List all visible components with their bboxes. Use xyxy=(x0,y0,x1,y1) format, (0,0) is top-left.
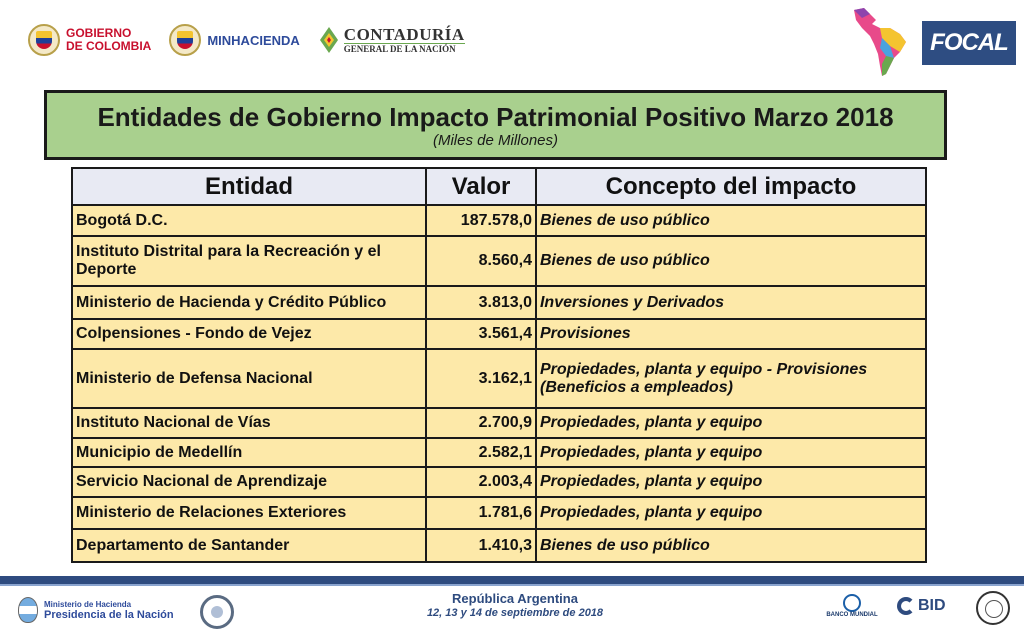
event-place: República Argentina xyxy=(452,591,578,606)
cell-valor: 2.582,1 xyxy=(425,437,537,468)
cell-entidad: Municipio de Medellín xyxy=(70,437,428,468)
cell-concepto: Propiedades, planta y equipo xyxy=(534,496,928,530)
banco-mundial-text: BANCO MUNDIAL xyxy=(826,612,878,618)
minhacienda-seal-icon xyxy=(169,24,202,56)
footer-bar xyxy=(0,576,1024,584)
footer-bar-accent xyxy=(0,584,1024,586)
table-row: Ministerio de Defensa Nacional 3.162,1 P… xyxy=(70,348,928,409)
ministerio-hacienda-logo: Ministerio de Hacienda Presidencia de la… xyxy=(18,597,174,623)
page-title: Entidades de Gobierno Impacto Patrimonia… xyxy=(97,102,894,132)
colombia-seal-icon xyxy=(28,24,60,56)
cell-valor: 1.781,6 xyxy=(425,496,537,530)
table-row: Instituto Nacional de Vías 2.700,9 Propi… xyxy=(70,407,928,439)
globe-icon xyxy=(843,594,861,612)
table-header-row: Entidad Valor Concepto del impacto xyxy=(70,167,928,206)
table-row: Departamento de Santander 1.410,3 Bienes… xyxy=(70,528,928,563)
minhacienda-logo: MINHACIENDA xyxy=(169,24,300,56)
contaduria-icon xyxy=(319,27,338,53)
cell-entidad: Ministerio de Hacienda y Crédito Público xyxy=(70,285,428,320)
cell-entidad: Servicio Nacional de Aprendizaje xyxy=(70,466,428,498)
ministerio-text: Ministerio de Hacienda Presidencia de la… xyxy=(44,600,174,621)
contaduria-logo: CONTADURÍA GENERAL DE LA NACIÓN xyxy=(318,25,465,55)
ministerio-line1: Ministerio de Hacienda xyxy=(44,600,132,609)
cell-entidad: Instituto Nacional de Vías xyxy=(70,407,428,439)
cell-valor: 187.578,0 xyxy=(425,204,537,237)
page-subtitle: (Miles de Millones) xyxy=(432,132,559,149)
gear-emblem-icon xyxy=(200,595,234,629)
header-entidad: Entidad xyxy=(70,167,428,206)
header-valor: Valor xyxy=(425,167,537,206)
contaduria-line2: GENERAL DE LA NACIÓN xyxy=(343,42,465,55)
cell-entidad: Ministerio de Defensa Nacional xyxy=(70,348,428,409)
contaduria-text: CONTADURÍA GENERAL DE LA NACIÓN xyxy=(343,24,465,55)
banco-mundial-logo: BANCO MUNDIAL xyxy=(822,594,882,618)
cell-concepto: Bienes de uso público xyxy=(534,235,928,287)
cell-concepto: Inversiones y Derivados xyxy=(534,285,928,320)
latin-america-map-icon xyxy=(854,8,906,76)
gobierno-colombia-logo: GOBIERNO DE COLOMBIA xyxy=(28,24,151,56)
table-row: Bogotá D.C. 187.578,0 Bienes de uso públ… xyxy=(70,204,928,237)
cell-concepto: Propiedades, planta y equipo xyxy=(534,407,928,439)
ministerio-line2: Presidencia de la Nación xyxy=(44,609,174,621)
gobierno-logo-text: GOBIERNO DE COLOMBIA xyxy=(66,27,151,53)
cell-concepto: Propiedades, planta y equipo xyxy=(534,437,928,468)
argentina-seal-icon xyxy=(18,597,38,623)
imf-seal-icon xyxy=(976,591,1010,625)
cell-entidad: Instituto Distrital para la Recreación y… xyxy=(70,235,428,287)
cell-entidad: Colpensiones - Fondo de Vejez xyxy=(70,318,428,350)
gobierno-line1: GOBIERNO xyxy=(66,26,132,40)
cell-valor: 3.561,4 xyxy=(425,318,537,350)
table-row: Municipio de Medellín 2.582,1 Propiedade… xyxy=(70,437,928,468)
table-row: Servicio Nacional de Aprendizaje 2.003,4… xyxy=(70,466,928,498)
title-box: Entidades de Gobierno Impacto Patrimonia… xyxy=(44,90,947,160)
cell-concepto: Bienes de uso público xyxy=(534,204,928,237)
cell-valor: 2.003,4 xyxy=(425,466,537,498)
table-row: Ministerio de Hacienda y Crédito Público… xyxy=(70,285,928,320)
minhacienda-text: MINHACIENDA xyxy=(207,32,300,48)
cell-valor: 1.410,3 xyxy=(425,528,537,563)
cell-valor: 3.813,0 xyxy=(425,285,537,320)
cell-entidad: Bogotá D.C. xyxy=(70,204,428,237)
header-logos: GOBIERNO DE COLOMBIA MINHACIENDA CONTADU… xyxy=(28,24,483,56)
event-dates: 12, 13 y 14 de septiembre de 2018 xyxy=(426,607,604,619)
cell-valor: 8.560,4 xyxy=(425,235,537,287)
contaduria-line1: CONTADURÍA xyxy=(343,24,465,44)
bid-logo: BID xyxy=(897,597,946,615)
table-row: Colpensiones - Fondo de Vejez 3.561,4 Pr… xyxy=(70,318,928,350)
cell-concepto: Propiedades, planta y equipo xyxy=(534,466,928,498)
header-concepto: Concepto del impacto xyxy=(534,167,928,206)
entities-table: Entidad Valor Concepto del impacto Bogot… xyxy=(70,167,928,563)
cell-concepto: Provisiones xyxy=(534,318,928,350)
focal-logo: FOCAL xyxy=(922,21,1016,65)
cell-concepto: Bienes de uso público xyxy=(534,528,928,563)
event-info: República Argentina 12, 13 y 14 de septi… xyxy=(380,591,650,620)
table-row: Instituto Distrital para la Recreación y… xyxy=(70,235,928,287)
cell-valor: 2.700,9 xyxy=(425,407,537,439)
table-row: Ministerio de Relaciones Exteriores 1.78… xyxy=(70,496,928,530)
cell-concepto: Propiedades, planta y equipo - Provision… xyxy=(534,348,928,409)
gobierno-line2: DE COLOMBIA xyxy=(66,39,152,53)
bid-mark-icon xyxy=(897,597,915,615)
bid-text: BID xyxy=(918,597,946,614)
cell-entidad: Departamento de Santander xyxy=(70,528,428,563)
cell-valor: 3.162,1 xyxy=(425,348,537,409)
cell-entidad: Ministerio de Relaciones Exteriores xyxy=(70,496,428,530)
